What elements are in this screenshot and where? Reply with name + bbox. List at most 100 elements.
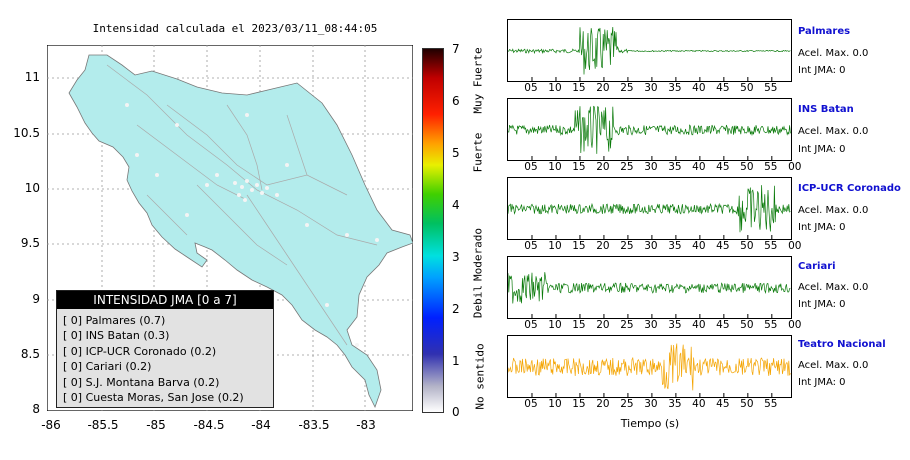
waveform-tick-label: 05 — [524, 161, 538, 173]
waveform-tick-label: 50 — [740, 161, 754, 173]
station-accel: Acel. Max. 0.0 — [798, 126, 869, 137]
waveform-tick-label: 10 — [548, 82, 562, 94]
map-xtick: -83 — [356, 418, 376, 432]
waveform-tick-label: 55 — [764, 319, 778, 331]
map-xtick: -84 — [251, 418, 271, 432]
colorbar-label: Muy Fuerte — [471, 47, 485, 114]
waveform-tick-label: 30 — [644, 319, 658, 331]
waveform-tick-label: 10 — [548, 319, 562, 331]
waveform-tick-label: 20 — [596, 161, 610, 173]
waveform-trace — [508, 185, 791, 233]
waveform-tick-label: 35 — [668, 240, 682, 252]
station-name: Palmares — [798, 26, 851, 37]
colorbar-tick: 2 — [452, 302, 460, 316]
waveform-tick-label: 30 — [644, 240, 658, 252]
intensity-legend: INTENSIDAD JMA [0 a 7] [ 0] Palmares (0.… — [56, 290, 274, 408]
waveform-tick-label: 40 — [692, 398, 706, 410]
map-ytick: 9.5 — [20, 236, 40, 250]
waveform-coronado — [508, 185, 791, 239]
waveform-tick-label: 15 — [572, 240, 586, 252]
station-markers — [125, 103, 379, 347]
waveform-tick-label: 00 — [788, 319, 802, 331]
waveform-tick-label: 45 — [716, 240, 730, 252]
legend-list: [ 0] Palmares (0.7) [ 0] INS Batan (0.3)… — [57, 309, 273, 405]
time-axis-label: Tiempo (s) — [620, 417, 680, 430]
waveform-tick-label: 25 — [620, 240, 634, 252]
waveform-tick-label: 50 — [740, 398, 754, 410]
waveform-tick-label: 35 — [668, 161, 682, 173]
colorbar-tick: 7 — [452, 42, 460, 56]
station-jma: Int JMA: 0 — [798, 377, 846, 388]
station-name: ICP-UCR Coronado — [798, 183, 901, 194]
waveform-tick-label: 45 — [716, 161, 730, 173]
waveform-tick-label: 15 — [572, 161, 586, 173]
waveform-tick-label: 25 — [620, 319, 634, 331]
map-xtick: -85.5 — [87, 418, 119, 432]
waveform-tick-label: 35 — [668, 319, 682, 331]
map-ytick: 9 — [32, 292, 40, 306]
map-xtick: -83.5 — [298, 418, 330, 432]
waveform-tick-label: 10 — [548, 398, 562, 410]
waveform-tick-label: 55 — [764, 240, 778, 252]
waveform-tick-label: 00 — [788, 240, 802, 252]
waveform-tick-label: 25 — [620, 161, 634, 173]
map-xtick: -86 — [41, 418, 61, 432]
waveform-tick-label: 15 — [572, 398, 586, 410]
waveform-tick-label: 05 — [524, 319, 538, 331]
map-ytick: 8 — [32, 402, 40, 416]
legend-item: [ 0] INS Batan (0.3) — [63, 329, 170, 343]
intensity-colorbar — [422, 48, 444, 413]
waveform-palmares — [508, 26, 791, 81]
map-ytick: 8.5 — [20, 347, 40, 361]
waveform-tick-label: 25 — [620, 82, 634, 94]
waveform-trace — [508, 105, 791, 154]
map-title: Intensidad calculada el 2023/03/11_08:44… — [92, 22, 378, 35]
waveform-tick-label: 45 — [716, 319, 730, 331]
waveform-tick-label: 40 — [692, 240, 706, 252]
map-xtick: -84.5 — [193, 418, 225, 432]
colorbar-label: Fuerte — [471, 132, 485, 173]
station-jma: Int JMA: 0 — [798, 144, 846, 155]
station-name: Cariari — [798, 261, 836, 272]
waveform-tick-label: 45 — [716, 82, 730, 94]
waveform-tick-label: 30 — [644, 82, 658, 94]
colorbar-tick: 3 — [452, 250, 460, 264]
colorbar-tick: 4 — [452, 198, 460, 212]
country-shape — [68, 54, 414, 409]
waveform-panel-cariari — [507, 256, 792, 319]
waveform-tick-label: 20 — [596, 398, 610, 410]
station-name: INS Batan — [798, 104, 854, 115]
waveform-teatro — [508, 343, 791, 397]
waveform-trace — [508, 272, 791, 304]
station-jma: Int JMA: 0 — [798, 299, 846, 310]
colorbar-tick: 0 — [452, 405, 460, 419]
waveform-tick-label: 40 — [692, 319, 706, 331]
waveform-tick-label: 55 — [764, 161, 778, 173]
road-network — [106, 64, 378, 346]
waveform-tick-label: 35 — [668, 398, 682, 410]
waveform-tick-label: 20 — [596, 319, 610, 331]
station-name: Teatro Nacional — [798, 339, 886, 350]
waveform-tick-label: 35 — [668, 82, 682, 94]
waveform-panel-ins-batan — [507, 98, 792, 161]
legend-title: INTENSIDAD JMA [0 a 7] — [57, 291, 273, 309]
colorbar-tick: 1 — [452, 354, 460, 368]
waveform-tick-label: 55 — [764, 82, 778, 94]
waveform-ins-batan — [508, 105, 791, 160]
station-accel: Acel. Max. 0.0 — [798, 48, 869, 59]
waveform-cariari — [508, 272, 791, 318]
waveform-tick-label: 55 — [764, 398, 778, 410]
waveform-tick-label: 45 — [716, 398, 730, 410]
waveform-tick-label: 30 — [644, 161, 658, 173]
legend-item: [ 0] S.J. Montana Barva (0.2) — [63, 375, 220, 389]
waveform-tick-label: 40 — [692, 82, 706, 94]
colorbar-label: No sentido — [473, 343, 487, 410]
legend-item: [ 0] Palmares (0.7) — [63, 314, 166, 327]
legend-item: [ 0] Cariari (0.2) — [63, 360, 152, 374]
legend-item: [ 0] ICP-UCR Coronado (0.2) — [63, 344, 217, 358]
legend-item: [ 0] Cuesta Moras, San Jose (0.2) — [63, 391, 244, 405]
waveform-tick-label: 05 — [524, 82, 538, 94]
waveform-tick-label: 20 — [596, 82, 610, 94]
waveform-tick-label: 15 — [572, 82, 586, 94]
colorbar-tick: 5 — [452, 146, 460, 160]
